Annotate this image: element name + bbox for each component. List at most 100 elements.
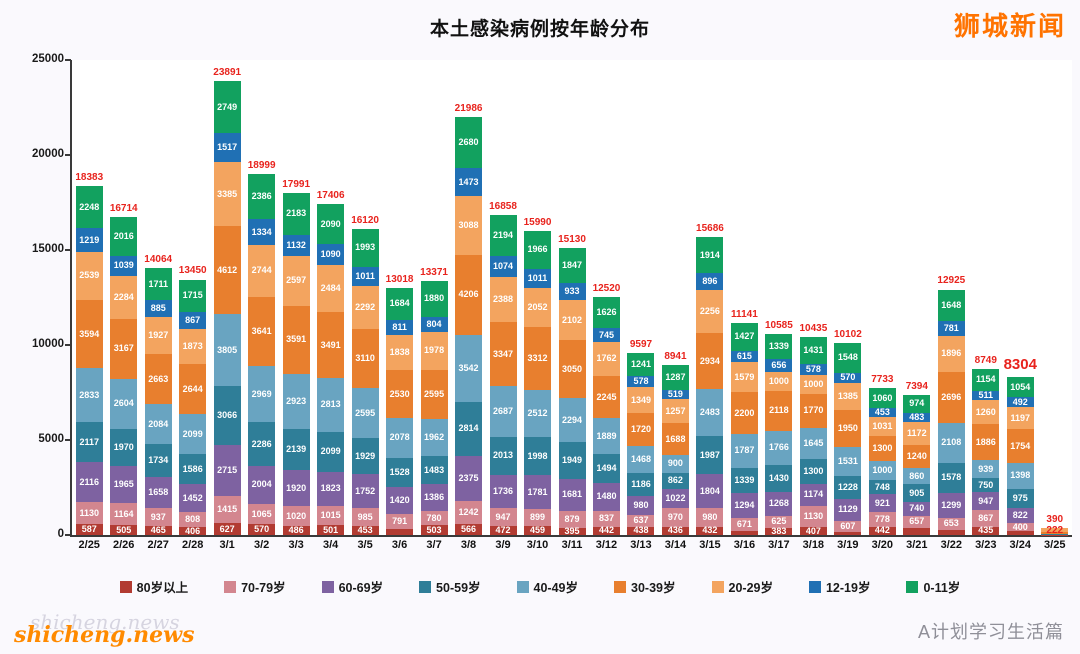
segment-value-label: 2813 [320, 399, 341, 410]
segment-value-label: 745 [598, 329, 614, 340]
x-axis-label: 2/27 [147, 539, 169, 551]
x-axis-label: 2/28 [181, 539, 204, 551]
bar-column: 435 867 947 750 939 1886 1260 511 1154 [972, 368, 1000, 535]
segment-value-label: 1299 [941, 499, 962, 510]
segment-value-label: 1528 [389, 466, 410, 477]
legend-swatch [711, 580, 724, 593]
segment-value-label: 1011 [355, 270, 375, 281]
segment-value-label: 1130 [79, 507, 99, 518]
bar-column: 486 1020 1920 2139 2923 3591 2597 1132 2183 [282, 193, 310, 535]
x-axis-label: 3/24 [1009, 539, 1031, 551]
bar-segment: 1415 [213, 496, 241, 524]
total-label: 13018 [385, 273, 414, 285]
x-axis-label: 3/14 [664, 539, 687, 551]
total-label: 10585 [764, 319, 793, 331]
segment-value-label: 1011 [527, 272, 548, 283]
bar-segment: 615 [730, 350, 758, 363]
y-axis-tick [65, 439, 71, 441]
bar-segment: 1987 [696, 436, 724, 474]
segment-value-label: 1993 [355, 242, 376, 253]
bar-segment: 578 [627, 376, 655, 388]
segment-value-label: 1626 [596, 307, 617, 318]
x-axis-label: 3/13 [630, 539, 652, 551]
segment-value-label: 1300 [872, 443, 893, 454]
bar-segment: 2813 [317, 378, 345, 432]
bar-segment: 1172 [903, 422, 931, 445]
segment-value-label: 432 [702, 525, 718, 536]
bar-segment: 432 [696, 525, 724, 536]
segment-value-label: 1873 [182, 340, 203, 351]
bar-segment: 1579 [730, 362, 758, 393]
bar-segment: 1896 [937, 335, 965, 372]
legend-item: 0-11岁 [906, 577, 960, 596]
bar-segment: 1349 [627, 387, 655, 413]
bar-segment: 1420 [386, 486, 414, 514]
bar-segment: 1431 [799, 336, 827, 364]
segment-value-label: 2680 [458, 137, 479, 148]
total-label: 18383 [75, 171, 104, 183]
segment-value-label: 1339 [734, 475, 755, 486]
segment-value-label: 939 [978, 463, 994, 474]
segment-value-label: 2923 [286, 396, 307, 407]
segment-value-label: 2375 [458, 472, 479, 483]
bar-segment: 519 [661, 390, 689, 400]
segment-value-label: 607 [840, 520, 856, 531]
segment-value-label: 3050 [561, 363, 583, 374]
bar-segment: 2183 [282, 193, 310, 235]
segment-value-label: 1385 [837, 391, 858, 401]
segment-value-label: 879 [564, 513, 580, 524]
segment-value-label: 1548 [837, 352, 858, 363]
bar-segment: 2284 [110, 275, 138, 319]
bar-segment: 808 [179, 511, 207, 528]
legend-swatch [321, 580, 334, 593]
segment-value-label: 860 [909, 470, 925, 481]
bar-segment: 2292 [351, 285, 379, 330]
chart-title: 本土感染病例按年龄分布 [429, 19, 650, 40]
bar-segment: 2294 [558, 398, 586, 442]
bar-segment: 3641 [248, 296, 276, 367]
bar-segment: 2595 [420, 369, 448, 419]
segment-value-label: 1645 [803, 437, 824, 448]
segment-value-label: 2749 [217, 101, 238, 112]
bar-column: 657 740 905 860 1240 1172 483 974 [903, 394, 931, 535]
x-axis-label: 2/25 [78, 539, 100, 551]
total-label: 16858 [489, 200, 517, 212]
bar-segment: 1129 [834, 499, 862, 521]
segment-value-label: 1970 [113, 441, 134, 452]
bar-segment: 1483 [420, 456, 448, 485]
segment-value-label: 1060 [872, 392, 893, 403]
segment-value-label: 492 [1012, 396, 1028, 407]
bar-segment: 1228 [834, 475, 862, 500]
segment-value-label: 2194 [493, 230, 514, 241]
segment-value-label: 1386 [424, 491, 445, 502]
bar-segment: 657 [903, 515, 931, 529]
segment-value-label: 2013 [493, 450, 514, 461]
segment-value-label: 1914 [699, 249, 720, 260]
legend-swatch [808, 580, 821, 593]
y-axis-tick [65, 154, 71, 156]
bar-segment: 486 [282, 525, 310, 535]
segment-value-label: 1578 [941, 472, 962, 483]
segment-value-label: 1766 [768, 442, 789, 453]
bar-column: 442 837 1480 1494 1889 2245 1762 745 1626 [592, 297, 620, 535]
bar-segment: 1260 [972, 400, 1000, 425]
segment-value-label: 970 [667, 512, 683, 522]
bar-segment [834, 532, 862, 535]
bar-segment: 505 [110, 525, 138, 535]
bar-segment: 1011 [351, 266, 379, 286]
bar-segment: 1962 [420, 418, 448, 457]
legend-item: 40-49岁 [516, 577, 578, 596]
total-label: 15686 [696, 222, 724, 234]
x-axis-label: 3/12 [595, 539, 618, 551]
segment-value-label: 472 [495, 525, 511, 536]
x-axis-label: 3/21 [906, 539, 928, 551]
segment-value-label: 400 [1012, 521, 1028, 532]
segment-value-label: 750 [978, 479, 994, 490]
total-label: 14064 [144, 253, 173, 265]
total-label: 8941 [664, 351, 687, 363]
segment-value-label: 2597 [286, 275, 307, 286]
bar-segment: 2245 [592, 375, 620, 419]
bar-segment: 2052 [524, 287, 552, 327]
segment-value-label: 1684 [389, 298, 410, 309]
